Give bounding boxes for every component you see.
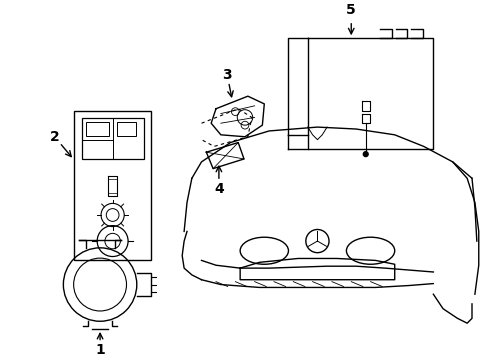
Text: 1: 1 [95,343,105,357]
Bar [74,111,151,260]
Bar [81,118,143,159]
Text: 2: 2 [50,130,60,144]
Text: 3: 3 [222,68,231,82]
Bar [85,122,108,136]
Circle shape [363,152,367,157]
Text: 5: 5 [346,3,355,17]
Bar [116,122,136,136]
Text: 4: 4 [214,182,224,196]
